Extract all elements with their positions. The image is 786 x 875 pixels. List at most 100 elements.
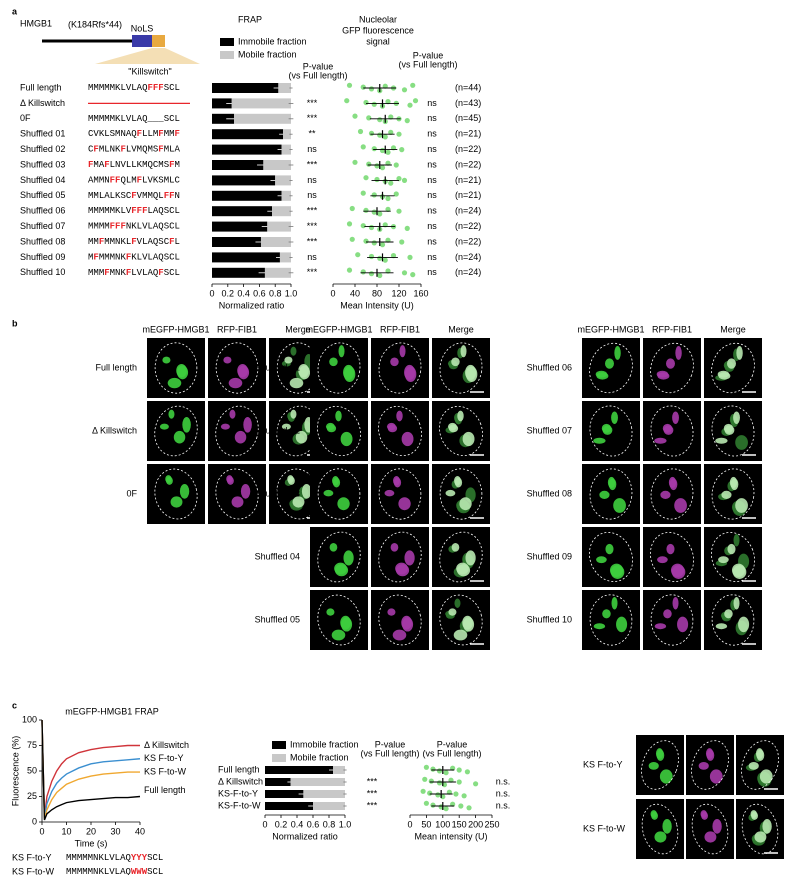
bar-segment: [281, 190, 291, 201]
image-background: [208, 464, 266, 524]
nucleolus: [451, 357, 460, 367]
micrograph: [310, 401, 368, 461]
x-tick-label: 10: [61, 826, 71, 836]
bar-segment: [283, 129, 291, 140]
data-point: [363, 207, 369, 213]
bar-segment: [265, 790, 304, 798]
p-value: ns: [427, 267, 437, 277]
category-label: Shuffled 04: [20, 175, 65, 185]
data-point: [360, 84, 366, 90]
nucleus-outline: [650, 468, 694, 520]
bar-segment: [212, 113, 235, 124]
image-background: [432, 401, 490, 461]
nucleus-outline: [317, 468, 361, 520]
data-point: [382, 83, 388, 89]
nucleolus: [756, 749, 765, 761]
category-label: Full length: [20, 82, 62, 92]
nucleolus: [677, 616, 689, 633]
x-tick-label: 250: [484, 819, 499, 829]
nucleolus: [730, 478, 739, 491]
bar-segment: [333, 766, 345, 774]
bar-segment: [281, 144, 291, 155]
sequence: MMMMMNKLVLAQYYYSCL: [66, 853, 163, 863]
nucleus-outline: [439, 531, 483, 583]
nucleolus: [390, 357, 399, 367]
nucleolus: [448, 424, 459, 433]
nucleolus: [659, 769, 673, 784]
nucleolus: [701, 811, 708, 820]
row-label: 0F: [126, 488, 137, 498]
category-label: Shuffled 10: [20, 267, 65, 277]
sequence-label: KS F-to-Y: [12, 852, 52, 862]
p-value: ns: [427, 113, 437, 123]
sequence: AMMNFFQLMFLVKSMLC: [88, 176, 181, 186]
bar-segment: [212, 83, 279, 93]
data-point: [396, 131, 402, 137]
y-axis-title: Fluorescence (%): [10, 736, 20, 807]
data-point: [453, 791, 459, 797]
nucleus-outline: [317, 342, 361, 394]
n-label: (n=44): [455, 82, 481, 92]
data-point: [385, 237, 391, 243]
legend-label: Mobile fraction: [290, 752, 349, 762]
bar-segment: [212, 129, 284, 140]
x-axis-title: Normalized ratio: [272, 831, 338, 841]
killswitch-label: "Killswitch": [128, 66, 171, 76]
x-tick-label: 100: [435, 819, 450, 829]
bar-segment: [275, 175, 291, 186]
micrograph: [432, 401, 490, 461]
x-tick-label: 0.4: [237, 288, 250, 298]
data-point: [344, 98, 350, 104]
nucleolus: [289, 377, 304, 389]
category-label: Shuffled 01: [20, 129, 65, 139]
nucleolus: [179, 483, 190, 499]
nucleus-outline: [711, 468, 755, 520]
bar-segment: [313, 802, 345, 810]
n-label: (n=22): [455, 159, 481, 169]
nucleolus: [292, 496, 305, 508]
micrograph: [208, 338, 266, 398]
data-point: [374, 163, 380, 169]
nucleolus: [738, 616, 750, 633]
column-header: mEGFP-HMGB1: [142, 324, 209, 334]
nucleolus: [715, 437, 728, 444]
x-tick-label: 0: [407, 819, 412, 829]
nucleolus: [182, 417, 191, 433]
nucleolus: [448, 608, 457, 616]
p-value: ns: [427, 190, 437, 200]
nucleolus: [228, 377, 243, 389]
nucleolus: [343, 366, 356, 382]
data-point: [368, 130, 375, 136]
x-tick-label: 0.2: [275, 819, 288, 829]
pvalue-header: P-value: [303, 61, 334, 71]
nucleolus: [229, 409, 236, 419]
data-point: [430, 766, 436, 772]
data-point: [346, 82, 353, 88]
p-value: ***: [307, 221, 318, 231]
column-header: mEGFP-HMGB1: [305, 324, 372, 334]
row-label: KS F-to-Y: [583, 759, 623, 769]
data-point: [366, 115, 372, 121]
category-label: Shuffled 07: [20, 221, 65, 231]
data-point: [368, 86, 375, 92]
bar-segment: [212, 252, 280, 263]
image-background: [371, 464, 429, 524]
micrograph: [432, 464, 490, 524]
data-point: [349, 236, 355, 242]
x-tick-label: 50: [421, 819, 431, 829]
data-point: [377, 132, 383, 138]
x-axis-title: Normalized ratio: [219, 300, 285, 310]
micrograph: [736, 799, 784, 859]
pvalue-subheader: (vs Full length): [422, 748, 481, 758]
data-point: [399, 147, 405, 153]
nucleolus: [159, 423, 169, 430]
image-background: [371, 401, 429, 461]
nucleolus: [223, 356, 232, 364]
chart-title: mEGFP-HMGB1 FRAP: [65, 706, 159, 716]
micrograph: [147, 338, 205, 398]
nucleolus: [343, 550, 354, 566]
chart-title: GFP fluorescence: [342, 25, 414, 35]
image-background: [704, 527, 762, 587]
bar-segment: [290, 778, 345, 786]
